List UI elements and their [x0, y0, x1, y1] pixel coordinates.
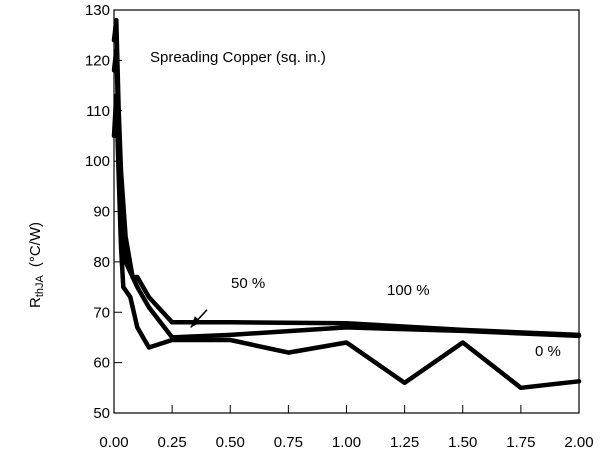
x-axis-ticks: 0.00 0.25 0.50 0.75 1.00 1.25 1.50 1.75 2.00	[99, 405, 594, 451]
y-axis-label-sub: thJA	[34, 274, 46, 297]
x-tick-label: 2.00	[564, 434, 593, 451]
y-tick-label: 50	[93, 405, 110, 422]
y-tick-label: 120	[85, 52, 110, 69]
label-50-percent: 50 %	[231, 275, 265, 292]
y-axis-label-unit: (°C/W)	[27, 222, 44, 267]
x-tick-label: 1.50	[448, 434, 477, 451]
y-tick-label: 130	[85, 2, 110, 19]
series-line-1	[111, 17, 582, 338]
y-axis-label: RthJA (°C/W)	[27, 222, 46, 308]
y-tick-label: 90	[93, 204, 110, 221]
x-tick-label: 1.75	[506, 434, 535, 451]
y-tick-label: 70	[93, 304, 110, 321]
y-axis-ticks: 50 60 70 80 90 100 110 120 130	[85, 2, 122, 422]
x-tick-label: 0.00	[99, 434, 128, 451]
x-tick-label: 0.25	[158, 434, 187, 451]
y-tick-label: 110	[86, 103, 110, 120]
x-tick-label: 0.75	[274, 434, 303, 451]
y-tick-label: 100	[85, 153, 110, 170]
plot-frame	[113, 9, 580, 414]
label-0-percent: 0 %	[535, 343, 561, 360]
legend-title: Spreading Copper (sq. in.)	[150, 49, 326, 66]
x-tick-label: 0.50	[216, 434, 245, 451]
y-tick-label: 60	[93, 355, 110, 372]
arrow-layer	[190, 309, 208, 328]
series-line-2	[111, 48, 582, 340]
series-layer	[111, 17, 582, 391]
x-tick-label: 1.25	[390, 434, 419, 451]
y-axis-label-main: R	[27, 297, 44, 308]
arrow-head	[190, 316, 202, 328]
y-tick-label: 80	[93, 254, 110, 271]
series-line-3	[111, 93, 582, 391]
label-100-percent: 100 %	[387, 282, 430, 299]
x-tick-label: 1.00	[332, 434, 361, 451]
